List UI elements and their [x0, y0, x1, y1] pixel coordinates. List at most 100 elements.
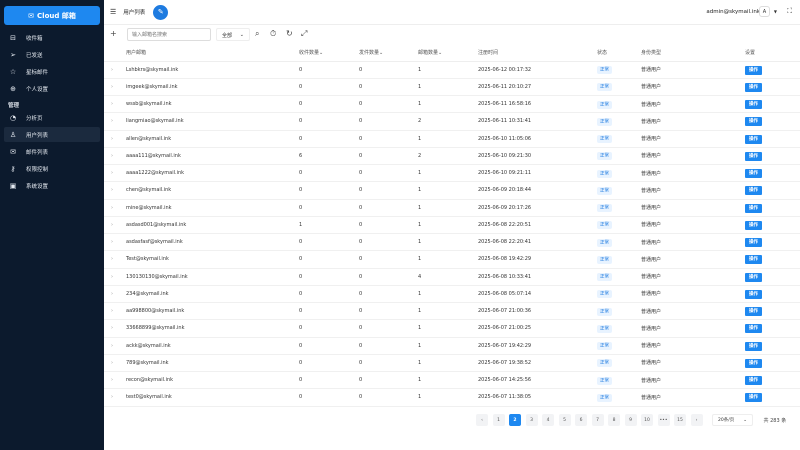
action-button[interactable]: 操作	[745, 203, 762, 213]
column-header[interactable]: 收件数量⌄	[299, 45, 359, 62]
page-button[interactable]: 10	[641, 414, 653, 426]
expand-row-icon[interactable]: ›	[104, 250, 126, 269]
page-button[interactable]: 4	[542, 414, 554, 426]
action-cell: 操作	[745, 216, 800, 235]
column-header[interactable]: 发件数量⌄	[359, 45, 418, 62]
sidebar-item-0[interactable]: ⊟ 收件箱	[4, 30, 100, 45]
page-button[interactable]: 1	[492, 414, 505, 426]
expand-row-icon[interactable]: ›	[104, 164, 126, 183]
expand-row-icon[interactable]: ›	[104, 302, 126, 321]
action-button[interactable]: 操作	[745, 255, 762, 265]
status-cell: 正常	[597, 371, 641, 390]
expand-row-icon[interactable]: ›	[104, 371, 126, 390]
page-size-select[interactable]: 20条/页 ⌄	[712, 414, 753, 426]
cell: 0	[299, 285, 359, 304]
expand-row-icon[interactable]: ›	[104, 319, 126, 338]
column-header: 身份类型	[641, 45, 745, 62]
action-button[interactable]: 操作	[745, 238, 762, 248]
action-button[interactable]: 操作	[745, 324, 762, 334]
page-button[interactable]: 9	[624, 414, 637, 426]
page-button[interactable]: •••	[657, 414, 670, 426]
filter-select[interactable]: 全部 ⌄	[216, 28, 250, 41]
role-cell: 普通用户	[641, 78, 745, 97]
sidebar-item-6[interactable]: ✉ 邮件列表	[4, 144, 100, 159]
search-input[interactable]	[127, 28, 211, 41]
sort-time-icon[interactable]: ⏱	[270, 29, 277, 38]
add-icon[interactable]: +	[110, 29, 117, 38]
expand-row-icon[interactable]: ›	[104, 112, 126, 131]
expand-row-icon[interactable]: ›	[104, 268, 126, 286]
action-button[interactable]: 操作	[745, 65, 762, 75]
action-button[interactable]: 操作	[745, 186, 762, 196]
brand-button[interactable]: ✉ Cloud 邮箱	[4, 6, 100, 25]
sidebar-item-7[interactable]: ⚷ 权限控制	[4, 161, 100, 176]
action-button[interactable]: 操作	[745, 272, 762, 282]
status-cell: 正常	[597, 78, 641, 97]
status-cell: 正常	[597, 354, 641, 373]
status-badge: 正常	[597, 238, 612, 247]
sidebar-item-4[interactable]: ◔ 分析页	[4, 110, 100, 125]
avatar[interactable]: A	[759, 6, 770, 17]
action-button[interactable]: 操作	[745, 151, 762, 161]
next-page-button[interactable]: ›	[690, 414, 703, 426]
action-button[interactable]: 操作	[745, 117, 762, 127]
sidebar-item-label: 个人设置	[26, 86, 49, 93]
sidebar-item-1[interactable]: ➢ 已发送	[4, 47, 100, 62]
action-button[interactable]: 操作	[745, 169, 762, 179]
action-button[interactable]: 操作	[745, 100, 762, 110]
prev-page-button[interactable]: ‹	[476, 414, 488, 426]
cell: aaaa111@skymail.ink	[126, 147, 299, 166]
page-button[interactable]: 6	[575, 414, 587, 426]
caret-down-icon[interactable]: ▼	[773, 9, 777, 14]
expand-row-icon[interactable]: ›	[104, 95, 126, 114]
status-cell: 正常	[597, 95, 641, 114]
search-icon[interactable]: ⌕	[255, 29, 260, 38]
fullscreen-icon[interactable]: ⛶	[787, 7, 792, 15]
action-button[interactable]: 操作	[745, 220, 762, 230]
action-button[interactable]: 操作	[745, 134, 762, 144]
sidebar-item-5[interactable]: ♙ 用户列表	[4, 127, 100, 142]
expand-row-icon[interactable]: ›	[104, 130, 126, 148]
action-button[interactable]: 操作	[745, 289, 762, 299]
expand-row-icon[interactable]: ›	[104, 337, 126, 355]
page-button[interactable]: 3	[525, 414, 538, 426]
expand-row-icon[interactable]: ›	[104, 181, 126, 200]
user-email[interactable]: admin@skymail.ink	[706, 9, 760, 15]
cell: recon@skymail.ink	[126, 371, 299, 390]
cell: 2025-06-07 21:00:36	[478, 302, 597, 321]
menu-collapse-icon[interactable]: ☰	[110, 8, 117, 16]
expand-row-icon[interactable]: ›	[104, 147, 126, 166]
refresh-icon[interactable]: ↻	[286, 29, 293, 38]
sidebar-item-8[interactable]: ▣ 系统设置	[4, 178, 100, 193]
page-button[interactable]: 5	[558, 414, 571, 426]
expand-row-icon[interactable]: ›	[104, 354, 126, 373]
edit-icon[interactable]: ✎	[153, 4, 169, 20]
expand-row-icon[interactable]: ›	[104, 199, 126, 217]
status-badge: 正常	[597, 255, 612, 264]
expand-row-icon[interactable]: ›	[104, 388, 126, 407]
sidebar-item-2[interactable]: ☆ 星标邮件	[4, 64, 100, 79]
page-button[interactable]: 8	[608, 414, 620, 426]
action-cell: 操作	[745, 388, 800, 407]
page-button[interactable]: 2	[509, 414, 521, 426]
expand-row-icon[interactable]: ›	[104, 78, 126, 97]
column-header[interactable]: 邮箱数量⌄	[418, 45, 478, 62]
action-button[interactable]: 操作	[745, 341, 762, 351]
cell: aaaa1222@skymail.ink	[126, 164, 299, 183]
expand-icon[interactable]: ⤢	[301, 29, 308, 38]
expand-row-icon[interactable]: ›	[104, 61, 126, 79]
page-button[interactable]: 7	[591, 414, 604, 426]
page-button[interactable]: 15	[674, 414, 686, 426]
action-cell: 操作	[745, 181, 800, 200]
cell: 2	[418, 147, 478, 166]
expand-row-icon[interactable]: ›	[104, 233, 126, 252]
action-button[interactable]: 操作	[745, 307, 762, 317]
action-button[interactable]: 操作	[745, 376, 762, 386]
user-icon: ♙	[9, 130, 17, 139]
action-button[interactable]: 操作	[745, 82, 762, 92]
action-button[interactable]: 操作	[745, 358, 762, 368]
expand-row-icon[interactable]: ›	[104, 285, 126, 304]
action-button[interactable]: 操作	[745, 393, 762, 403]
expand-row-icon[interactable]: ›	[104, 216, 126, 235]
sidebar-item-3[interactable]: ⊕ 个人设置	[4, 81, 100, 96]
